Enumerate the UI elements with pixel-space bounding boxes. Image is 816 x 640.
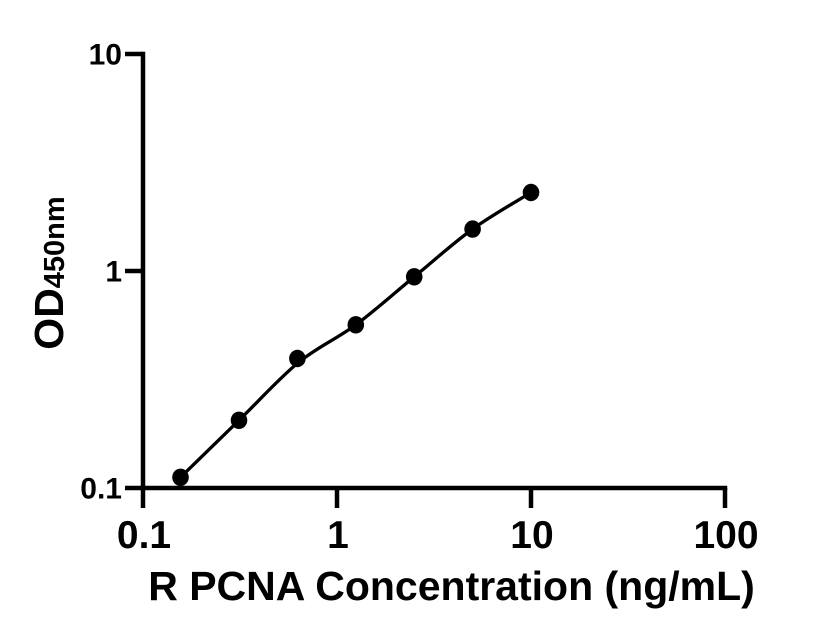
data-point [522, 183, 540, 202]
data-point [230, 411, 248, 429]
x-axis-title: R PCNA Concentration (ng/mL) [148, 563, 755, 609]
y-tick-label: 1 [105, 256, 122, 289]
data-point [347, 316, 365, 334]
x-tick-label: 1 [327, 514, 349, 557]
y-axis-title: OD450nm [26, 93, 72, 453]
data-point [405, 268, 423, 286]
x-tick-label: 10 [510, 514, 553, 557]
axis-lines [140, 51, 728, 491]
y-tick-label: 10 [89, 39, 122, 72]
x-tick-label: 0.1 [117, 514, 171, 557]
x-tick-label: 100 [693, 514, 758, 557]
data-point [172, 468, 189, 486]
y-tick-label: 0.1 [80, 473, 122, 506]
y-axis-title-sub: 450nm [39, 196, 71, 289]
data-point [289, 349, 306, 368]
data-point [464, 220, 481, 238]
y-axis-title-main: OD [26, 288, 72, 350]
